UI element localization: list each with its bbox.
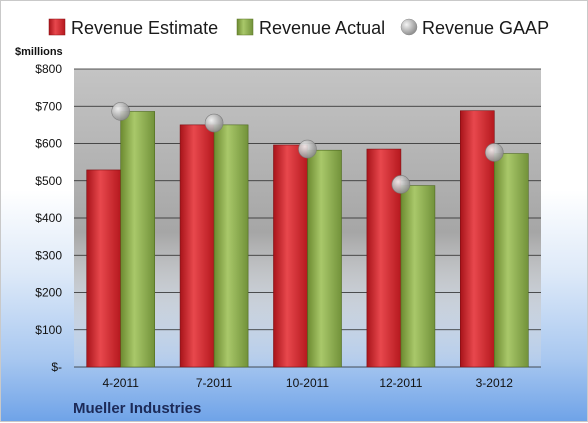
legend-label-revenue-actual: Revenue Actual bbox=[259, 18, 385, 38]
company-label: Mueller Industries bbox=[73, 400, 201, 417]
x-tick-label: 3-2012 bbox=[476, 376, 514, 390]
gaap-markers bbox=[111, 102, 504, 194]
marker-revenue-gaap bbox=[298, 139, 317, 159]
legend-swatch-revenue-estimate bbox=[48, 18, 66, 36]
legend-marker-revenue-gaap bbox=[400, 18, 418, 36]
bar-revenue-actual bbox=[493, 153, 529, 368]
bars bbox=[86, 110, 529, 368]
y-axis: $- $100 $200 $300 $400 $500 $600 $700 $800 bbox=[35, 62, 62, 374]
legend-swatch-revenue-actual bbox=[236, 18, 254, 36]
bar-revenue-estimate bbox=[459, 110, 495, 368]
bar-revenue-estimate bbox=[273, 144, 308, 368]
x-tick-label: 7-2011 bbox=[196, 376, 233, 390]
x-tick-label: 10-2011 bbox=[286, 376, 329, 390]
x-tick-label: 4-2011 bbox=[102, 376, 139, 390]
y-unit-label: $millions bbox=[15, 46, 63, 58]
y-tick-label: $400 bbox=[35, 211, 62, 225]
bar-revenue-actual bbox=[120, 111, 155, 368]
bar-revenue-actual bbox=[213, 124, 249, 368]
legend-label-revenue-estimate: Revenue Estimate bbox=[71, 18, 218, 38]
bar-revenue-actual bbox=[307, 149, 342, 368]
y-tick-label: $700 bbox=[35, 99, 62, 113]
marker-revenue-gaap bbox=[111, 102, 130, 121]
y-tick-label: $800 bbox=[35, 62, 62, 76]
legend-label-revenue-gaap: Revenue GAAP bbox=[422, 18, 549, 38]
y-tick-label: $200 bbox=[35, 286, 62, 300]
marker-revenue-gaap bbox=[204, 113, 224, 133]
y-tick-label: $600 bbox=[35, 137, 62, 151]
marker-revenue-gaap bbox=[391, 175, 411, 194]
bar-revenue-estimate bbox=[86, 169, 121, 368]
x-axis: 4-2011 7-2011 10-2011 12-2011 3-2012 bbox=[102, 376, 513, 390]
bar-revenue-estimate bbox=[179, 124, 215, 368]
bar-revenue-actual bbox=[400, 185, 436, 368]
x-tick-label: 12-2011 bbox=[379, 376, 422, 390]
y-tick-label: $- bbox=[51, 360, 62, 374]
legend: Revenue Estimate Revenue Actual Revenue … bbox=[48, 18, 549, 38]
marker-revenue-gaap bbox=[484, 143, 504, 162]
y-tick-label: $300 bbox=[35, 248, 62, 262]
y-tick-label: $100 bbox=[35, 323, 62, 337]
y-tick-label: $500 bbox=[35, 174, 62, 188]
